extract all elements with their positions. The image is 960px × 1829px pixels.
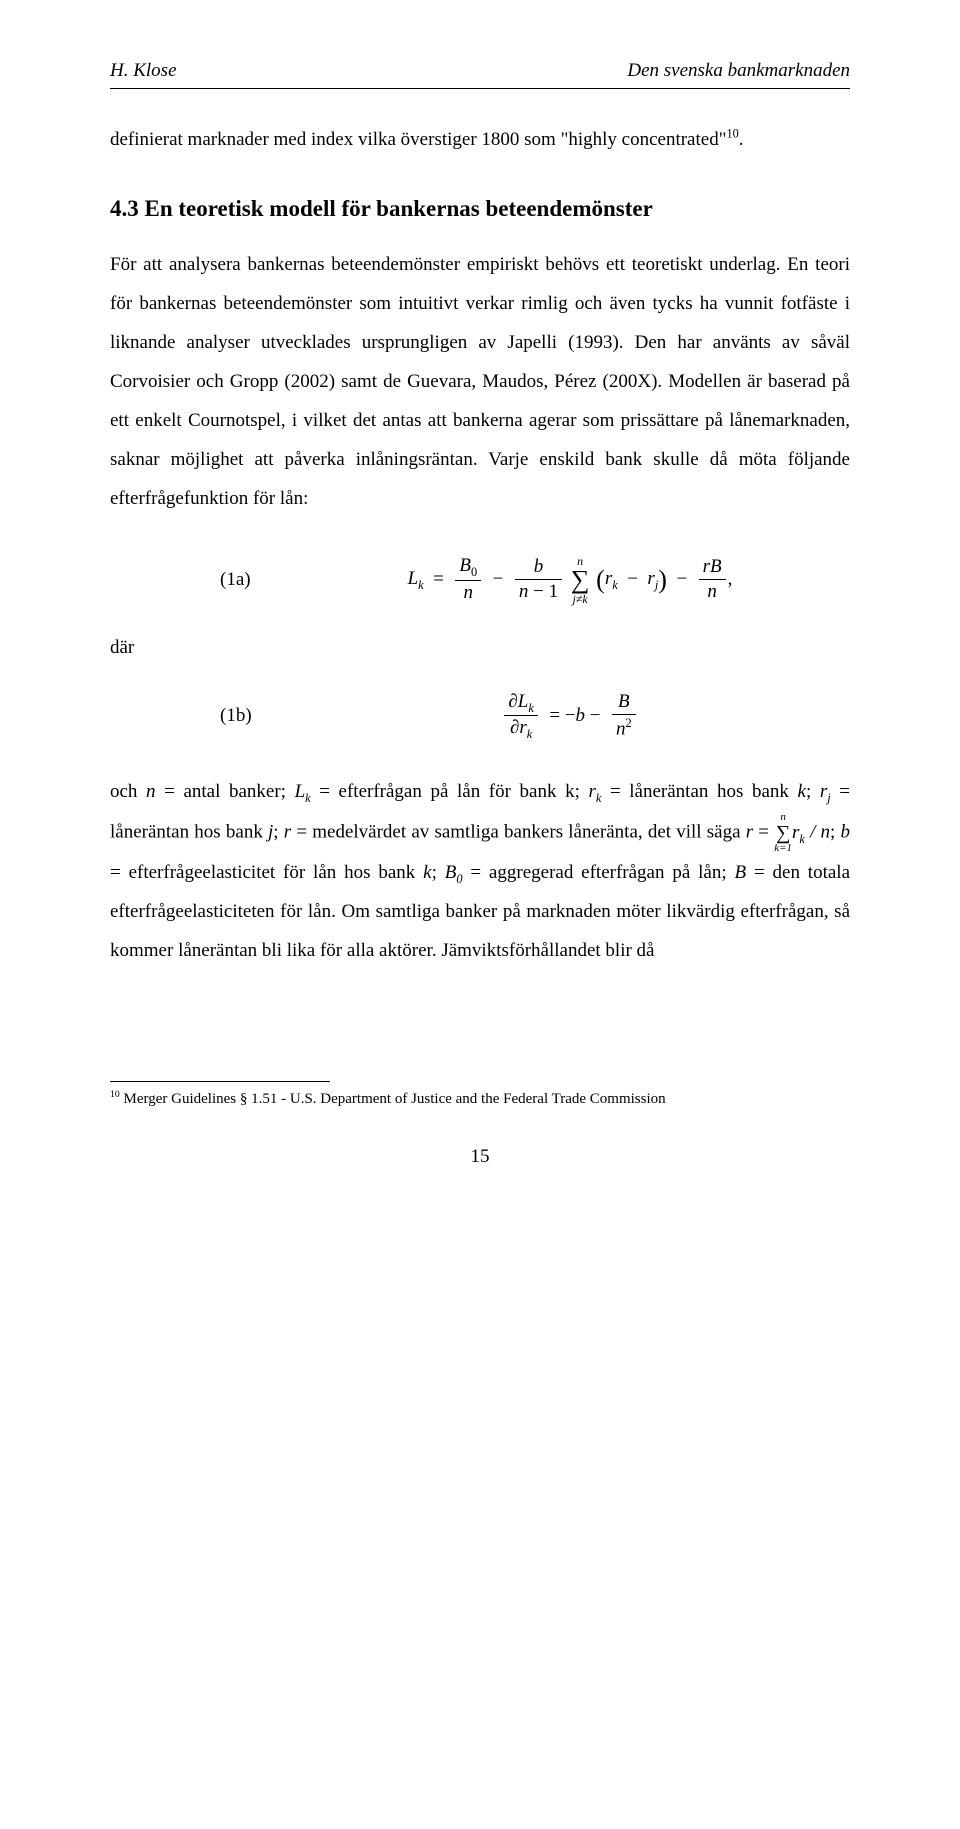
equation-1a-body: Lk = B0 n − b n − 1 n ∑ j≠k (rk − rj) − … <box>290 555 850 605</box>
page-number: 15 <box>110 1146 850 1168</box>
p3-h: = medelvärdet av samtliga bankers lånerä… <box>291 822 746 843</box>
sigma-icon-inline: ∑ <box>774 823 792 843</box>
header-right: Den svenska bankmarknaden <box>627 60 850 82</box>
sym-B: B <box>734 862 746 883</box>
equation-1b: (1b) ∂Lk ∂rk = −b − B n2 <box>110 691 850 742</box>
sym-k2: k <box>423 862 431 883</box>
sigma-icon: ∑ <box>571 567 590 593</box>
para1-text-b: . <box>739 129 744 150</box>
eq1a-lhs-L: L <box>408 568 419 589</box>
sym-b: b <box>841 822 851 843</box>
equation-1b-label: (1b) <box>110 705 290 727</box>
p3-k: ; <box>432 862 445 883</box>
sym-Lk: Lk <box>295 781 311 802</box>
paragraph-intro: definierat marknader med index vilka öve… <box>110 121 850 160</box>
p3-d: = låneräntan hos bank <box>601 781 797 802</box>
eq1a-rk-sub: k <box>612 578 617 592</box>
para1-text-a: definierat marknader med index vilka öve… <box>110 129 726 150</box>
eq1a-sum: n ∑ j≠k <box>571 555 590 605</box>
p3-i: ; <box>830 822 840 843</box>
header-rule <box>110 88 850 89</box>
section-heading: 4.3 En teoretisk modell för bankernas be… <box>110 196 850 222</box>
sym-rk: rk <box>588 781 601 802</box>
footnote-marker: 10 <box>110 1089 120 1100</box>
footnote-ref-10: 10 <box>726 127 738 141</box>
header-left: H. Klose <box>110 60 177 82</box>
p3-l: = aggregerad efterfrågan på lån; <box>463 862 735 883</box>
footnote-10: 10 Merger Guidelines § 1.51 - U.S. Depar… <box>110 1088 850 1110</box>
paren-close-icon: ) <box>658 565 667 594</box>
running-header: H. Klose Den svenska bankmarknaden <box>110 60 850 82</box>
page: H. Klose Den svenska bankmarknaden defin… <box>0 0 960 1228</box>
eq1a-frac3: rB n <box>699 556 726 603</box>
inline-sum-bot: k=1 <box>774 843 792 854</box>
sym-rj: rj <box>820 781 831 802</box>
p3-g: ; <box>273 822 283 843</box>
sym-Lk-L: L <box>295 781 306 802</box>
inline-r: r <box>746 822 753 843</box>
where-label: där <box>110 637 850 659</box>
equation-1a-label: (1a) <box>110 569 290 591</box>
footnote-text: Merger Guidelines § 1.51 - U.S. Departme… <box>120 1091 666 1107</box>
eq1a-rk: rk <box>605 568 618 589</box>
eq1b-rhs-frac: B n2 <box>612 691 636 740</box>
p3-e: ; <box>806 781 820 802</box>
eq1a-rj: rj <box>647 568 658 589</box>
p3-b: = antal banker; <box>156 781 295 802</box>
eq1b-lhs-frac: ∂Lk ∂rk <box>504 691 537 742</box>
eq1a-frac1: B0 n <box>455 555 481 604</box>
inline-sum: n∑k=1 <box>774 812 792 854</box>
eq1a-comma: , <box>728 568 733 589</box>
eq1a-frac2: b n − 1 <box>515 556 562 603</box>
eq1a-rj-r: r <box>647 568 654 589</box>
footnote-rule <box>110 1081 330 1082</box>
paragraph-body: För att analysera bankernas beteendemöns… <box>110 246 850 519</box>
sym-B0: B0 <box>445 862 463 883</box>
equation-1a: (1a) Lk = B0 n − b n − 1 n ∑ j≠k (rk − r… <box>110 555 850 605</box>
eq1a-lhs: Lk <box>408 568 424 589</box>
eq1a-lhs-sub: k <box>418 578 423 592</box>
inline-over-n: / n <box>810 822 830 843</box>
p3-a: och <box>110 781 146 802</box>
sym-B0-B: B <box>445 862 457 883</box>
p3-j: = efterfrågeelasticitet för lån hos bank <box>110 862 423 883</box>
paragraph-definitions: och n = antal banker; Lk = efterfrågan p… <box>110 773 850 971</box>
equation-1b-body: ∂Lk ∂rk = −b − B n2 <box>290 691 850 742</box>
eq1a-sum-bot: j≠k <box>571 593 590 605</box>
p3-c: = efterfrågan på lån för bank k; <box>311 781 589 802</box>
sym-rk-r: r <box>588 781 595 802</box>
inline-rk: rk <box>792 822 805 843</box>
sym-n: n <box>146 781 156 802</box>
paren-open-icon: ( <box>596 565 605 594</box>
sym-k: k <box>798 781 806 802</box>
